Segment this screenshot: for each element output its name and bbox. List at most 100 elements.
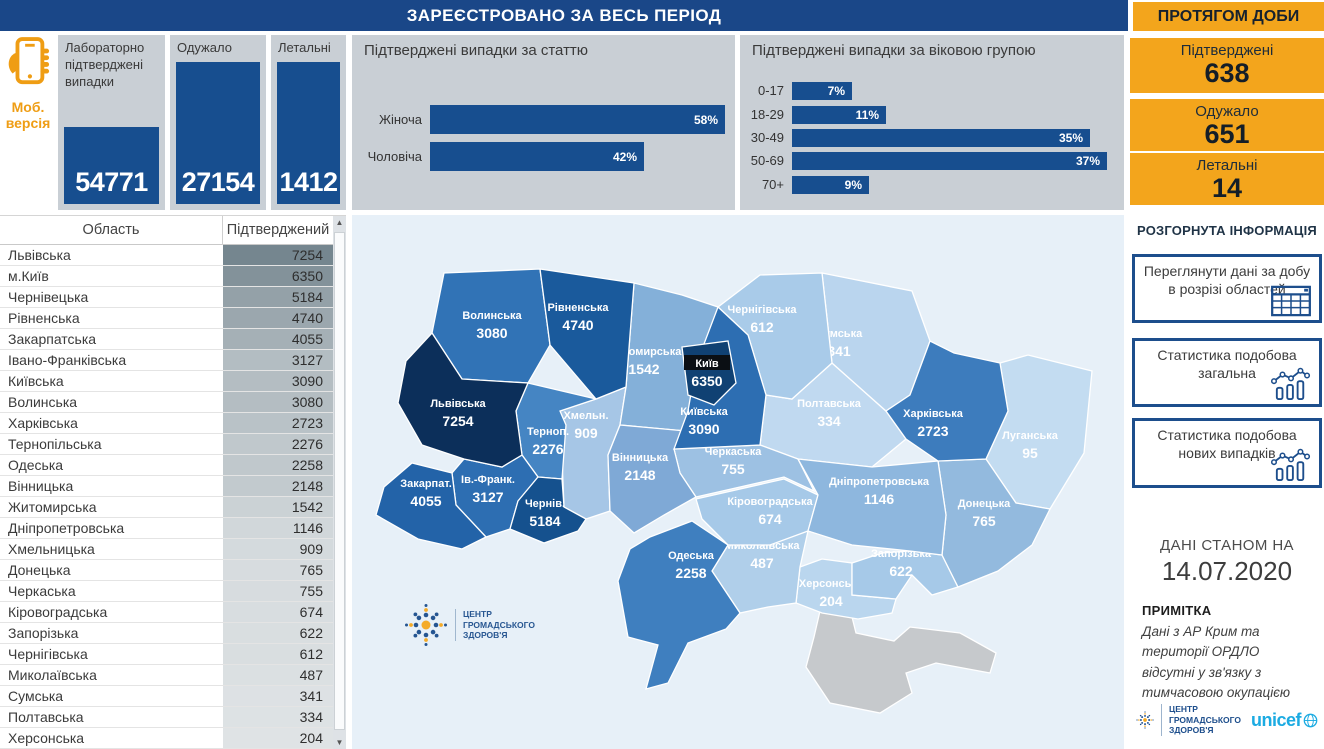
map-region-value-dnipro: 1146	[864, 491, 895, 507]
map-region-value-kirovohrad: 674	[758, 511, 782, 527]
note-title: ПРИМІТКА	[1142, 603, 1212, 618]
scroll-up-arrow[interactable]: ▲	[335, 218, 344, 227]
table-row[interactable]: Хмельницька 909	[0, 539, 333, 560]
map-region-odesa[interactable]	[617, 520, 741, 690]
region-name-cell: Миколаївська	[0, 665, 222, 685]
map-region-label-kirovohrad: Кіровоградська	[727, 496, 813, 508]
region-name-cell: Черкаська	[0, 581, 222, 601]
table-scrollbar[interactable]: ▲ ▼	[333, 216, 346, 749]
map-region-label-lviv: Львівська	[430, 398, 486, 410]
stat-bar[interactable]: 27154	[176, 62, 260, 204]
map-region-value-luhansk: 95	[1022, 445, 1038, 461]
table-row[interactable]: Запорізька 622	[0, 623, 333, 644]
map-region-lviv[interactable]	[397, 331, 529, 468]
map-region-value-chernihiv: 612	[750, 319, 774, 335]
table-row[interactable]: Київська 3090	[0, 371, 333, 392]
region-value-cell: 487	[223, 665, 333, 685]
map-region-value-kherson: 204	[819, 593, 843, 609]
mobile-phone-icon	[8, 37, 50, 85]
table-row[interactable]: Херсонська 204	[0, 728, 333, 749]
table-row[interactable]: Харківська 2723	[0, 413, 333, 434]
table-row[interactable]: Кіровоградська 674	[0, 602, 333, 623]
daily-value: 651	[1204, 119, 1250, 149]
bar-0-17[interactable]: 7%	[792, 82, 852, 100]
table-row[interactable]: Львівська 7254	[0, 245, 333, 266]
table-row[interactable]: м.Київ 6350	[0, 266, 333, 287]
map-region-value-zaporizhzhia: 622	[889, 563, 913, 579]
table-row[interactable]: Тернопільська 2276	[0, 434, 333, 455]
map-region-kirovohrad[interactable]	[695, 478, 819, 546]
region-name-cell: Житомирська	[0, 497, 222, 517]
scroll-thumb[interactable]	[334, 232, 345, 730]
region-name-cell: Київська	[0, 371, 222, 391]
chart-icon	[1270, 367, 1311, 401]
region-name-cell: Львівська	[0, 245, 222, 265]
bar-category-label: 50-69	[750, 153, 784, 168]
region-name-cell: Донецька	[0, 560, 222, 580]
table-row[interactable]: Закарпатська 4055	[0, 329, 333, 350]
map-region-label-ivfrank: Ів.-Франк.	[461, 474, 515, 486]
map-region-zakarpattia[interactable]	[375, 462, 488, 550]
table-row[interactable]: Чернівецька 5184	[0, 287, 333, 308]
map-region-value-rivne: 4740	[562, 317, 593, 333]
table-row[interactable]: Волинська 3080	[0, 392, 333, 413]
region-name-cell: Полтавська	[0, 707, 222, 727]
map-region-chernivtsi[interactable]	[509, 476, 587, 544]
gender-chart-panel: Підтверджені випадки за статтю Жіноча 58%…	[352, 35, 735, 210]
table-row[interactable]: Полтавська 334	[0, 707, 333, 728]
table-row[interactable]: Черкаська 755	[0, 581, 333, 602]
bar-18-29[interactable]: 11%	[792, 106, 886, 124]
cphc-logo-icon	[405, 604, 447, 646]
map-region-rivne[interactable]	[539, 268, 635, 400]
map-region-label-odesa: Одеська	[668, 550, 715, 562]
region-value-cell: 612	[223, 644, 333, 664]
ukraine-choropleth-map: Луганська95Полтавська334Сумська341Херсон…	[375, 268, 1093, 714]
mobile-version-link[interactable]: Моб. версія	[0, 36, 56, 131]
bar-Жіноча[interactable]: 58%	[430, 105, 725, 134]
table-row[interactable]: Івано-Франківська 3127	[0, 350, 333, 371]
table-header-confirmed[interactable]: Підтверджений	[226, 222, 330, 238]
region-name-cell: Дніпропетровська	[0, 518, 222, 538]
button-daily-new-cases[interactable]: Статистика подобова нових випадків	[1132, 418, 1322, 488]
table-row[interactable]: Миколаївська 487	[0, 665, 333, 686]
region-name-cell: Кіровоградська	[0, 602, 222, 622]
button-daily-by-region[interactable]: Переглянути дані за добу в розрізі облас…	[1132, 254, 1322, 323]
unicef-logo[interactable]: unicef	[1251, 710, 1318, 731]
button-daily-stats-total[interactable]: Статистика подобова загальна	[1132, 338, 1322, 407]
stat-bar[interactable]: 54771	[64, 127, 159, 204]
daily-label: Підтверджені	[1180, 42, 1274, 59]
region-name-cell: м.Київ	[0, 266, 222, 286]
table-row[interactable]: Вінницька 2148	[0, 476, 333, 497]
bar-category-label: 0-17	[757, 83, 784, 98]
bar-50-69[interactable]: 37%	[792, 152, 1107, 170]
table-row[interactable]: Одеська 2258	[0, 455, 333, 476]
region-value-cell: 6350	[223, 266, 333, 286]
stat-value: 1412	[279, 167, 338, 197]
bar-Чоловіча[interactable]: 42%	[430, 142, 644, 171]
map-region-value-zakarpattia: 4055	[410, 493, 441, 509]
table-row[interactable]: Житомирська 1542	[0, 497, 333, 518]
region-value-cell: 622	[223, 623, 333, 643]
region-name-cell: Запорізька	[0, 623, 222, 643]
ukraine-map-panel: Луганська 95 Полтавська 334 Сумська 341 Херсон…	[352, 215, 1124, 749]
stat-bar[interactable]: 1412	[277, 62, 340, 204]
button-label: Статистика подобова загальна	[1157, 347, 1297, 382]
stat-box-lethal-total: Летальні 1412	[271, 35, 346, 210]
map-region-label-kyiv_city: Київ	[695, 358, 719, 370]
map-region-value-cherkasy: 755	[721, 461, 745, 477]
table-header-region[interactable]: Область	[0, 216, 223, 245]
scroll-down-arrow[interactable]: ▼	[335, 738, 344, 747]
table-row[interactable]: Донецька 765	[0, 560, 333, 581]
region-value-cell: 674	[223, 602, 333, 622]
table-row[interactable]: Чернігівська 612	[0, 644, 333, 665]
map-region-value-ivfrank: 3127	[472, 489, 503, 505]
table-row[interactable]: Дніпропетровська 1146	[0, 518, 333, 539]
map-region-label-kyiv_obl: Київська	[680, 406, 728, 418]
map-region-dnipro[interactable]	[796, 458, 947, 556]
map-region-label-chernihiv: Чернігівська	[728, 304, 798, 316]
table-row[interactable]: Сумська 341	[0, 686, 333, 707]
map-region-kharkiv[interactable]	[885, 340, 1009, 462]
table-row[interactable]: Рівненська 4740	[0, 308, 333, 329]
bar-30-49[interactable]: 35%	[792, 129, 1090, 147]
bar-70+[interactable]: 9%	[792, 176, 869, 194]
